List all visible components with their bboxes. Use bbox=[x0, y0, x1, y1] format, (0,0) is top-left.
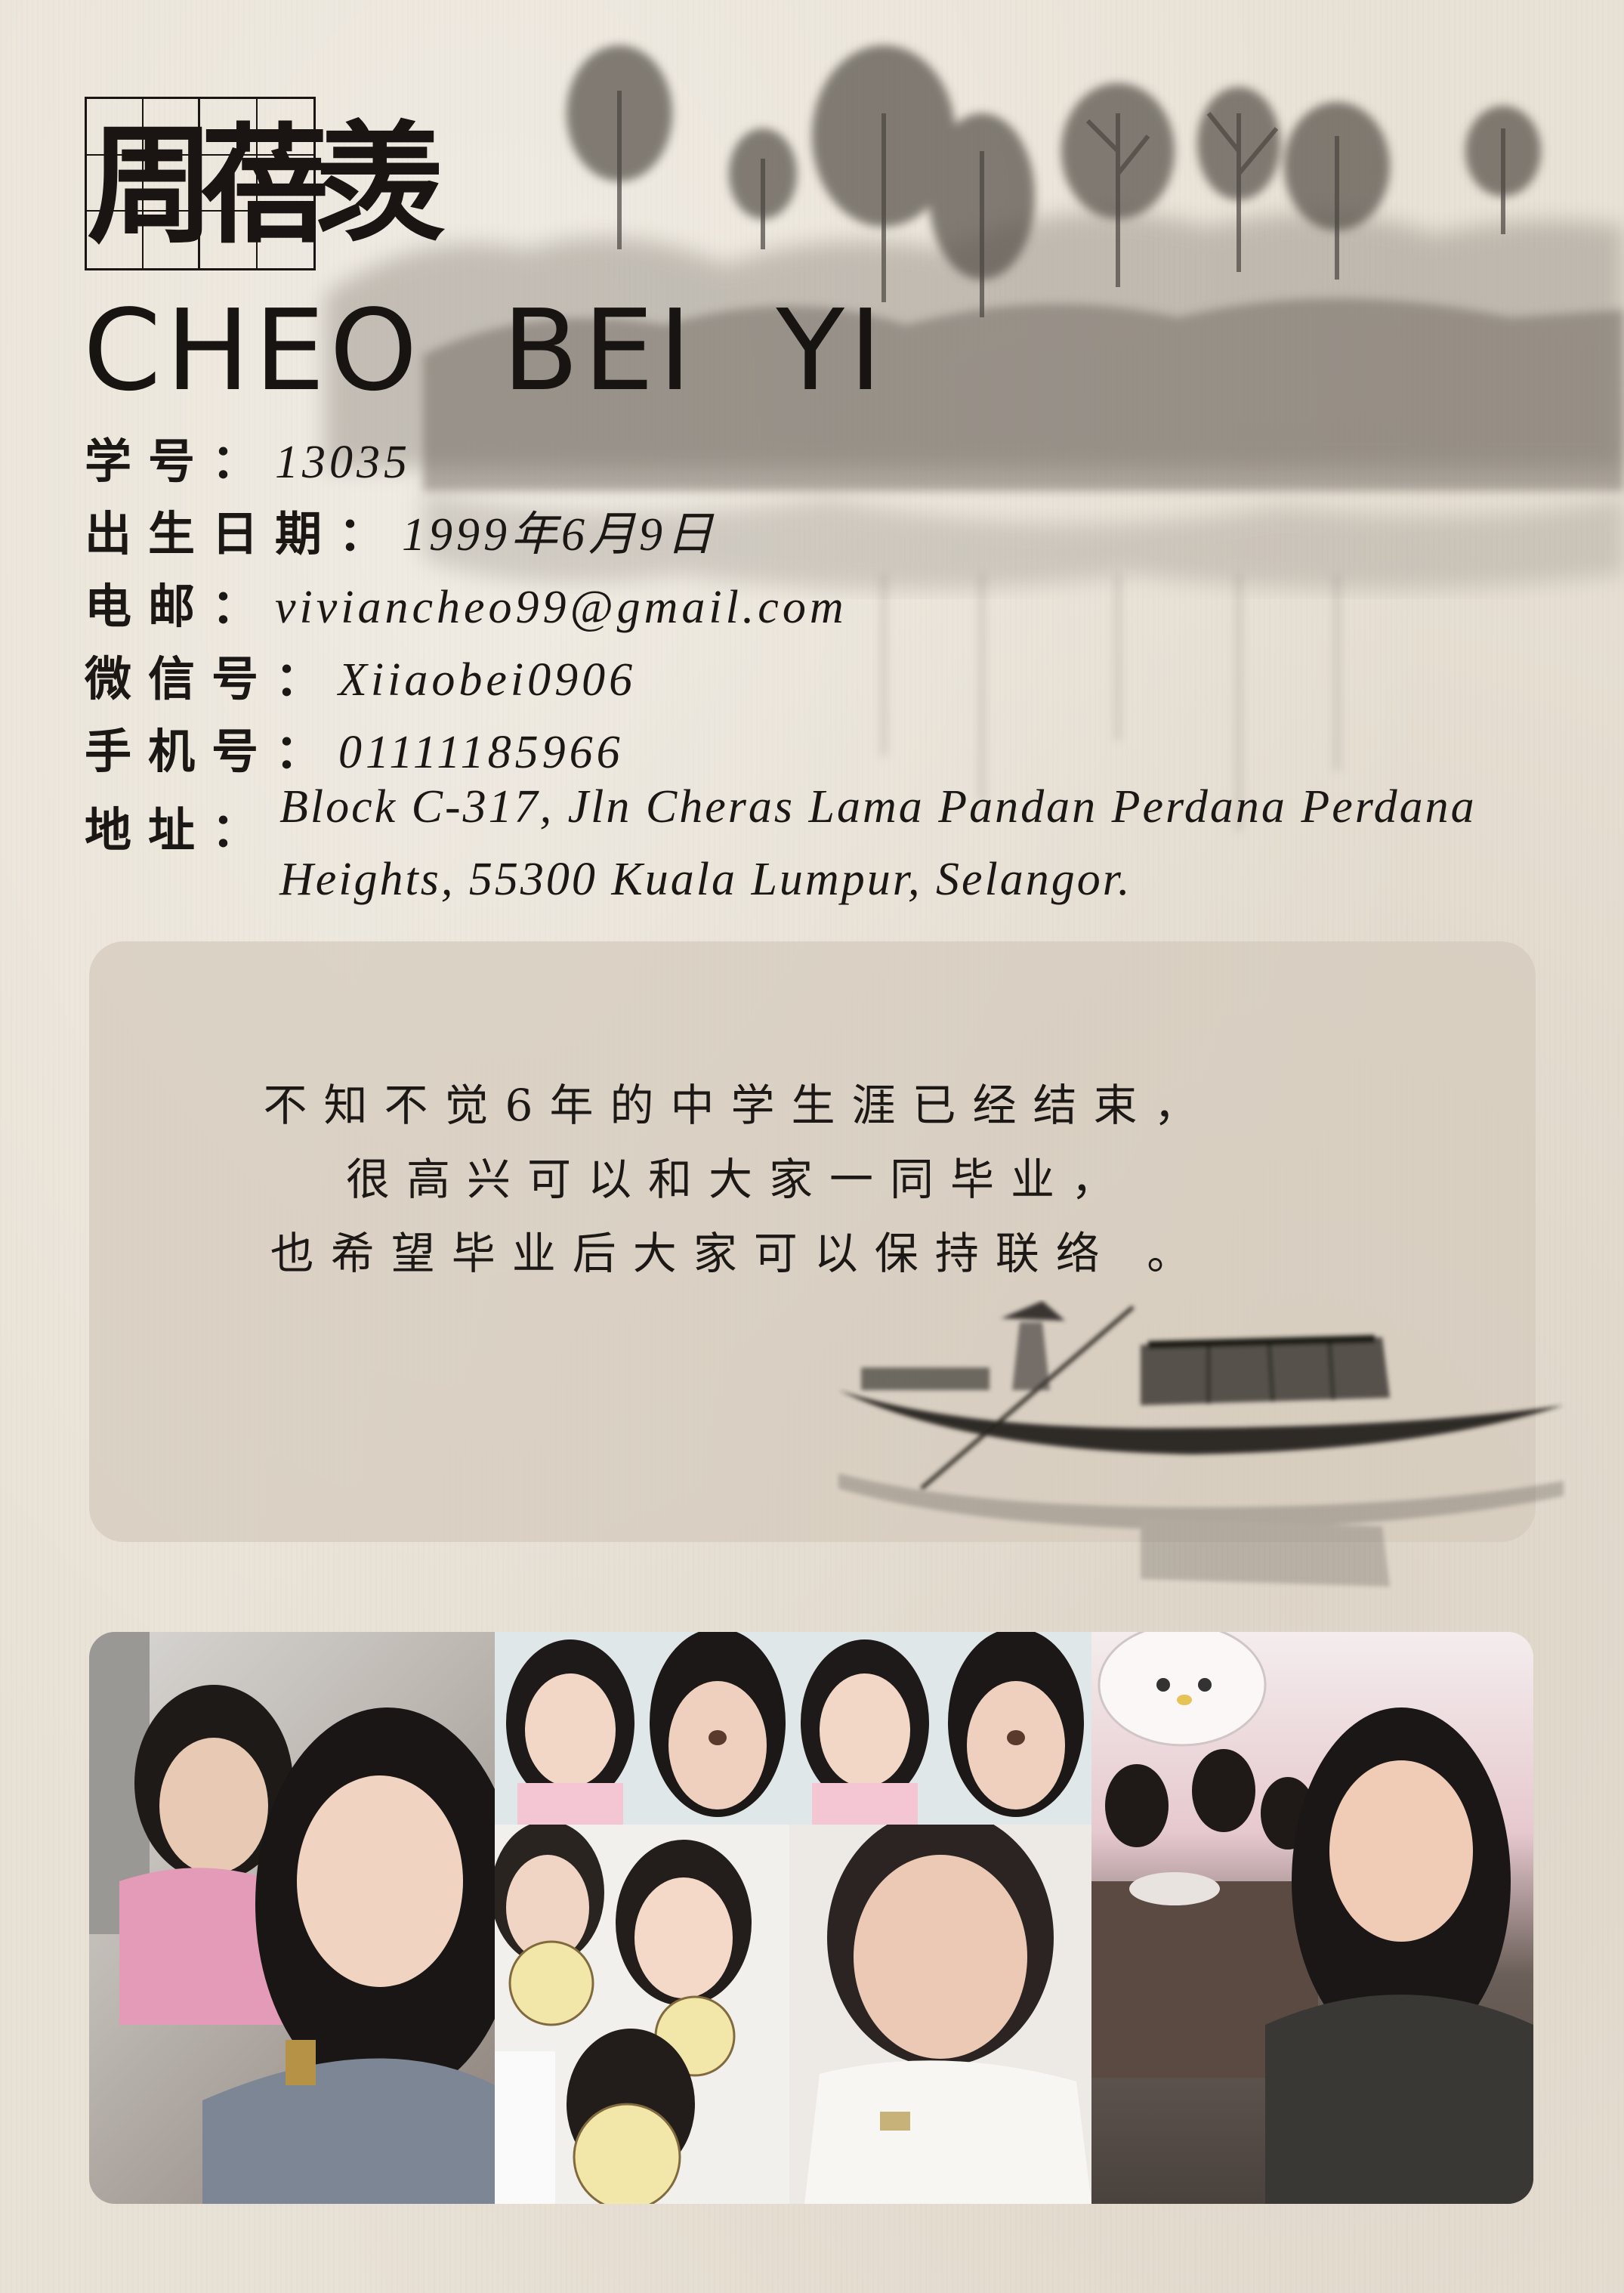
info-label: 微信号： bbox=[85, 651, 339, 706]
chinese-name: 周 蓓 羡 bbox=[85, 97, 445, 270]
photo-collage bbox=[89, 1632, 1533, 2204]
boat-illustration bbox=[838, 1301, 1564, 1587]
info-value: 13035 bbox=[275, 437, 412, 488]
info-value: viviancheo99@gmail.com bbox=[275, 582, 848, 633]
address-line-2: Heights, 55300 Kuala Lumpur, Selangor. bbox=[279, 854, 1132, 905]
personal-info: 学号： 13035 出生日期： 1999年6月9日 电邮： viviancheo… bbox=[85, 423, 1520, 916]
info-label: 学号： bbox=[85, 434, 276, 489]
photo-group-smiley bbox=[495, 1825, 789, 2204]
info-row-wechat: 微信号： Xiiaobei0906 bbox=[85, 641, 1520, 713]
name-char-cell: 羡 bbox=[316, 108, 445, 259]
info-label: 出生日期： bbox=[85, 506, 403, 561]
photo-strip-cat-filter bbox=[495, 1632, 1091, 1825]
address-value: Block C-317, Jln Cheras Lama Pandan Perd… bbox=[279, 771, 1477, 916]
photo-selfie-2 bbox=[789, 1825, 1091, 2204]
info-value: 1999年6月9日 bbox=[402, 509, 718, 561]
info-value: Xiiaobei0906 bbox=[338, 654, 637, 706]
graduation-message: 不知不觉6年的中学生涯已经结束， 很高兴可以和大家一同毕业， 也希望毕业后大家可… bbox=[89, 1068, 1388, 1290]
info-row-address: 地址： Block C-317, Jln Cheras Lama Pandan … bbox=[85, 781, 1520, 916]
info-value: 01111185966 bbox=[338, 727, 624, 778]
info-row-student-id: 学号： 13035 bbox=[85, 423, 1520, 496]
message-line-2: 很高兴可以和大家一同毕业， bbox=[345, 1154, 1132, 1205]
name-char-cell: 周 bbox=[85, 97, 215, 270]
message-line-3: 也希望毕业后大家可以保持联络 。 bbox=[270, 1228, 1208, 1279]
photo-restaurant bbox=[1091, 1632, 1533, 2204]
english-name: CHEO BEI YI bbox=[83, 286, 887, 416]
address-line-1: Block C-317, Jln Cheras Lama Pandan Perd… bbox=[279, 781, 1477, 833]
info-row-email: 电邮： viviancheo99@gmail.com bbox=[85, 568, 1520, 641]
info-label: 手机号： bbox=[85, 724, 339, 779]
info-label: 地址： bbox=[85, 802, 276, 858]
info-label: 电邮： bbox=[85, 579, 276, 634]
name-char-cell: 蓓 bbox=[200, 97, 329, 270]
ink-landscape-illustration bbox=[325, 45, 1624, 831]
info-row-birthdate: 出生日期： 1999年6月9日 bbox=[85, 496, 1520, 568]
info-row-phone: 手机号： 01111185966 bbox=[85, 713, 1520, 786]
photo-selfie-1 bbox=[89, 1632, 495, 2204]
message-line-1: 不知不觉6年的中学生涯已经结束， bbox=[263, 1080, 1215, 1131]
